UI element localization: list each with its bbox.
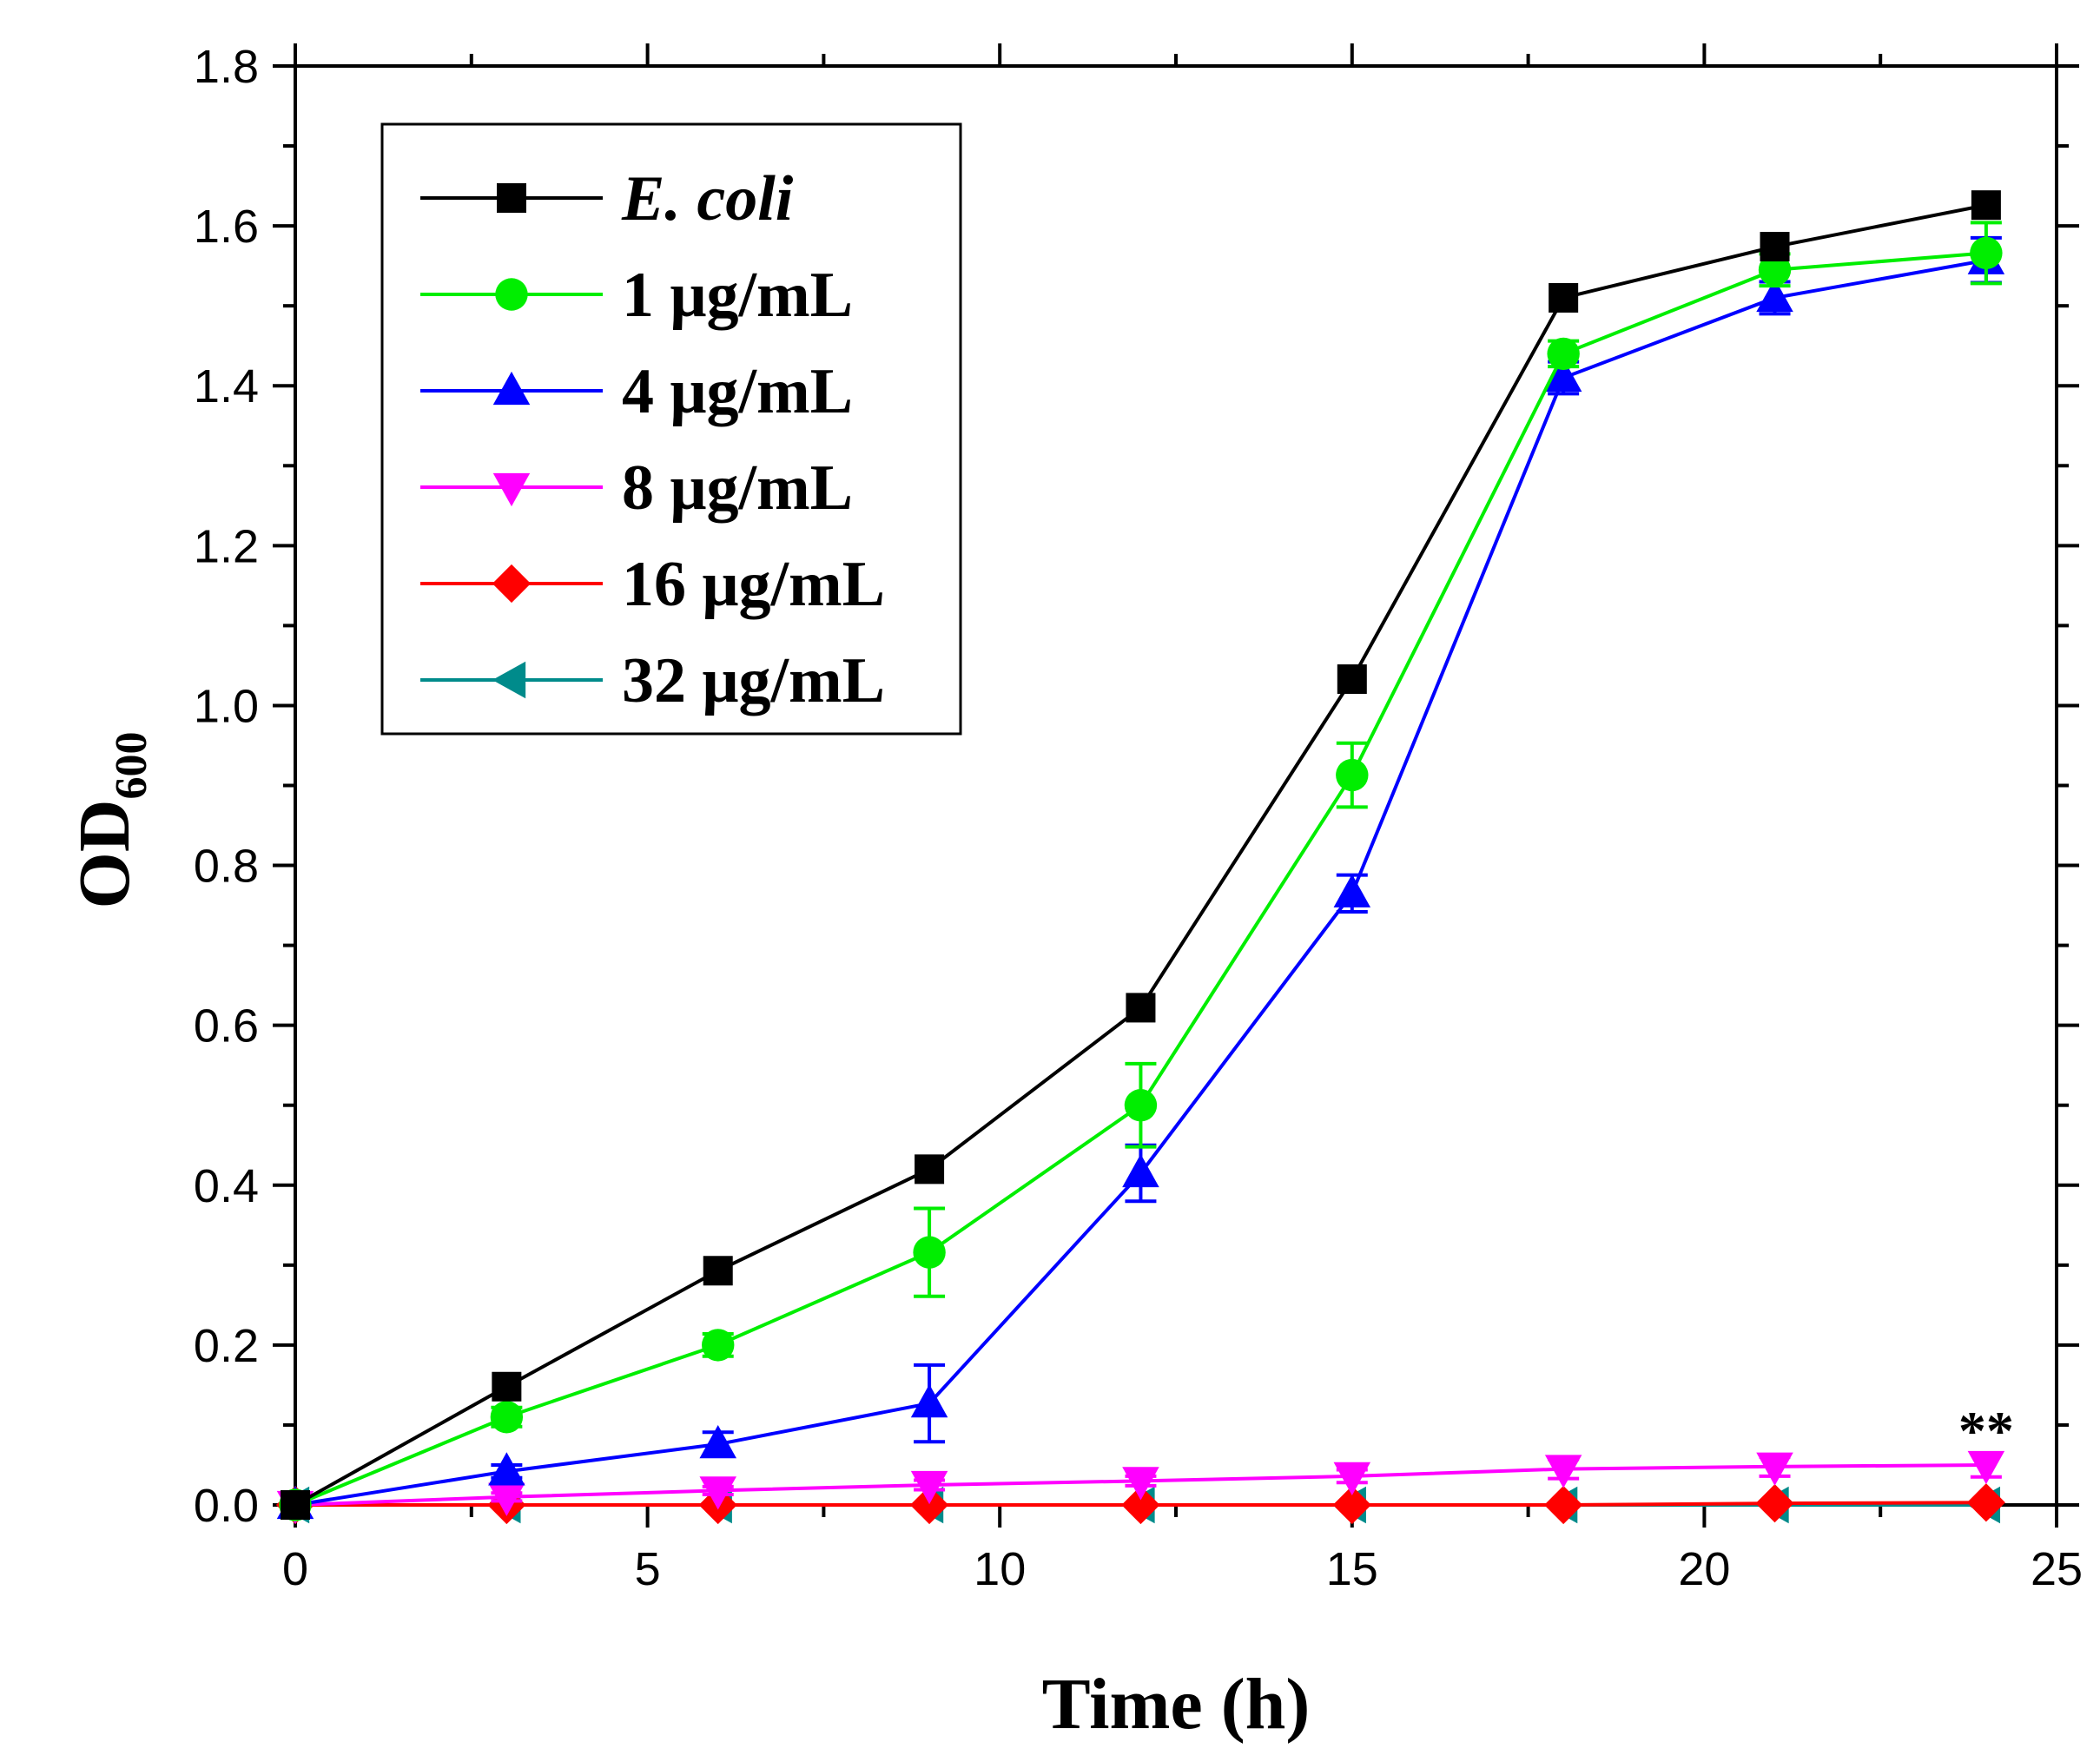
- significance-annotation: **: [1958, 1400, 2014, 1462]
- data-point: [910, 1470, 948, 1505]
- x-tick-label: 0: [282, 1543, 308, 1595]
- x-axis-title: Time (h): [1042, 1664, 1311, 1745]
- y-tick-label: 1.8: [194, 41, 259, 93]
- data-point: [1970, 236, 2003, 270]
- data-point: [1126, 993, 1156, 1023]
- series-3: [276, 1450, 2005, 1525]
- legend-item: 4 μg/mL: [420, 356, 853, 427]
- plot-series: [275, 190, 2005, 1525]
- series-0: [281, 190, 2001, 1520]
- y-tick-label: 1.0: [194, 680, 259, 732]
- data-point: [1337, 664, 1367, 695]
- series-1: [279, 221, 2003, 1521]
- x-tick-label: 15: [1326, 1543, 1378, 1595]
- legend-marker: [492, 472, 531, 507]
- data-point: [909, 1485, 949, 1525]
- y-axis-title: OD600: [64, 732, 156, 909]
- data-point: [490, 1401, 524, 1434]
- x-tick-label: 25: [2031, 1543, 2083, 1595]
- legend: E. coli 1 μg/mL 4 μg/mL 8 μg/mL 16 μg/mL 32 μ…: [380, 122, 962, 736]
- legend-label: E. coli: [621, 163, 794, 234]
- y-tick-label: 0.6: [194, 1000, 259, 1053]
- legend-item: 8 μg/mL: [420, 452, 853, 524]
- y-tick-label: 1.6: [194, 201, 259, 253]
- x-tick-label: 5: [635, 1543, 661, 1595]
- y-tick-label: 0.8: [194, 841, 259, 893]
- legend-label: 16 μg/mL: [622, 549, 885, 620]
- data-point: [915, 1154, 945, 1185]
- data-point: [1967, 1450, 2005, 1485]
- data-point: [1122, 1153, 1159, 1188]
- data-point: [702, 1329, 735, 1362]
- legend-item: 16 μg/mL: [420, 549, 885, 620]
- data-point: [281, 1490, 310, 1520]
- axes: 0 5 10 15 20 25 0.0 0.2 0.4 0.6 0.8 1.0 1.2 1.4 1.6 1.8…: [64, 41, 2083, 1745]
- y-tick-label: 0.2: [194, 1320, 259, 1372]
- data-point: [699, 1424, 736, 1459]
- y-tick-label: 1.4: [194, 360, 259, 412]
- legend-item: 32 μg/mL: [420, 645, 885, 716]
- data-point: [1122, 1467, 1159, 1501]
- legend-marker: [492, 564, 532, 604]
- data-point: [1756, 278, 1793, 313]
- legend-label: 8 μg/mL: [622, 452, 853, 524]
- legend-item: E. coli: [420, 163, 794, 234]
- data-point: [492, 1371, 522, 1402]
- x-tick-label: 20: [1678, 1543, 1730, 1595]
- data-point: [488, 1482, 525, 1516]
- data-point: [1971, 190, 2001, 221]
- data-point: [1755, 1484, 1794, 1523]
- data-point: [1544, 1455, 1582, 1488]
- data-point: [488, 1452, 525, 1486]
- legend-label: 32 μg/mL: [622, 645, 885, 716]
- data-point: [1756, 1452, 1793, 1486]
- legend-marker: [497, 183, 526, 213]
- legend-label: 4 μg/mL: [622, 356, 853, 427]
- y-tick-label: 1.2: [194, 520, 259, 572]
- y-axis-title-subscript: 600: [107, 732, 156, 800]
- y-tick-label: 0.0: [194, 1480, 259, 1532]
- data-point: [1333, 874, 1371, 907]
- data-point: [1332, 1485, 1371, 1525]
- data-point: [703, 1256, 733, 1286]
- x-tick-label: 10: [974, 1543, 1026, 1595]
- legend-label: 1 μg/mL: [622, 260, 853, 331]
- data-point: [913, 1236, 946, 1269]
- data-point: [1544, 1485, 1583, 1525]
- data-point: [1124, 1089, 1158, 1122]
- legend-marker: [492, 371, 531, 406]
- data-point: [1336, 758, 1369, 792]
- y-tick-label: 0.4: [194, 1160, 259, 1212]
- legend-box: [380, 122, 962, 736]
- legend-marker: [495, 278, 528, 311]
- data-point: [1544, 358, 1582, 393]
- data-point: [1549, 282, 1579, 313]
- data-point: [1758, 254, 1792, 287]
- legend-marker: [492, 661, 526, 699]
- data-point: [910, 1383, 948, 1418]
- legend-item: 1 μg/mL: [420, 260, 853, 331]
- y-axis-title-main: OD: [64, 800, 145, 909]
- data-point: [699, 1476, 736, 1510]
- series-4: [275, 1483, 2005, 1525]
- data-point: [1760, 232, 1790, 262]
- data-point: [1333, 1462, 1371, 1495]
- data-point: [1547, 337, 1580, 371]
- data-point: [1121, 1485, 1160, 1525]
- annotations: **: [1958, 1400, 2014, 1462]
- data-point: [1966, 1483, 2005, 1522]
